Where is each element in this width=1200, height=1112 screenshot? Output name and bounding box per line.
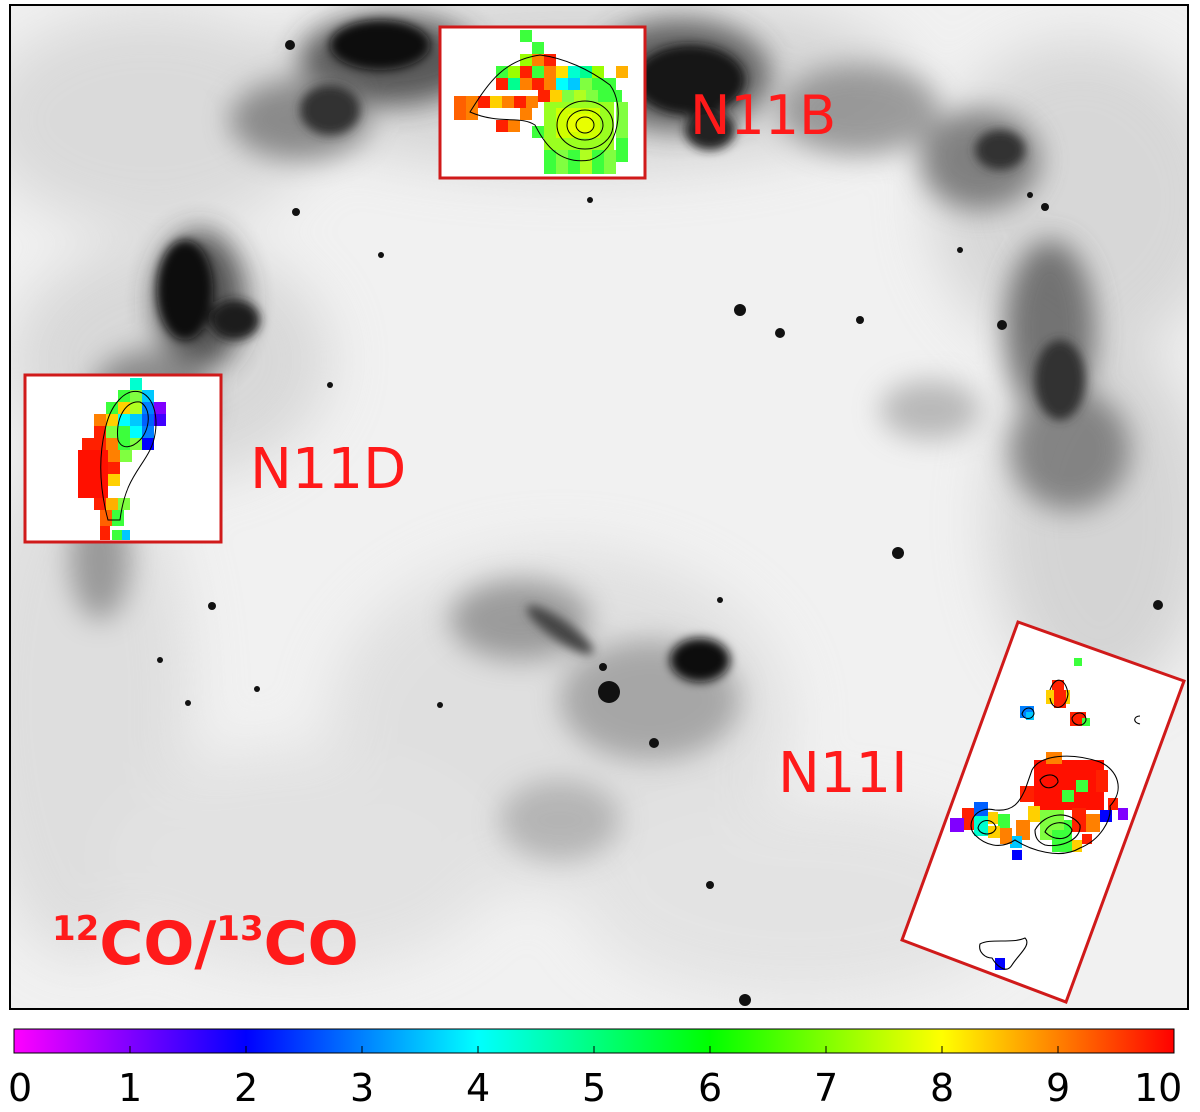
colorbar-tick-label: 7 <box>814 1066 838 1110</box>
inset-n11b <box>438 25 647 180</box>
contours <box>970 679 1141 970</box>
region-label-n11i: N11I <box>778 741 908 806</box>
isotope-b: 13 <box>216 909 263 949</box>
colorbar-ticks: 0 1 2 3 4 5 6 7 8 9 10 <box>8 1046 1182 1110</box>
inset-n11d <box>23 373 223 544</box>
ratio-map-pixels <box>78 378 166 540</box>
colorbar-tick-label: 0 <box>8 1066 32 1110</box>
species-a: CO/ <box>99 909 216 979</box>
species-b: CO <box>264 909 359 979</box>
contours <box>100 390 157 521</box>
colorbar-tick-label: 2 <box>234 1066 258 1110</box>
colorbar-tick-label: 10 <box>1134 1066 1182 1110</box>
stars <box>76 40 1163 1006</box>
ratio-label: 12CO/13CO <box>52 909 359 979</box>
contours <box>469 54 619 162</box>
colorbar-tick-label: 5 <box>582 1066 606 1110</box>
ratio-map-pixels <box>950 658 1128 970</box>
colorbar-tick-label: 3 <box>350 1066 374 1110</box>
colorbar-tick-label: 6 <box>698 1066 722 1110</box>
colorbar: 0 1 2 3 4 5 6 7 8 9 10 <box>8 1028 1182 1110</box>
region-label-n11d: N11D <box>250 437 406 502</box>
inset-n11i <box>900 620 1186 1004</box>
colorbar-tick-label: 8 <box>930 1066 954 1110</box>
colorbar-tick-label: 1 <box>118 1066 142 1110</box>
colorbar-tick-label: 4 <box>466 1066 490 1110</box>
image-frame <box>9 4 1189 1010</box>
colorbar-tick-label: 9 <box>1046 1066 1070 1110</box>
ratio-map-pixels <box>454 30 628 174</box>
isotope-a: 12 <box>52 909 99 949</box>
region-label-n11b: N11B <box>690 84 836 147</box>
